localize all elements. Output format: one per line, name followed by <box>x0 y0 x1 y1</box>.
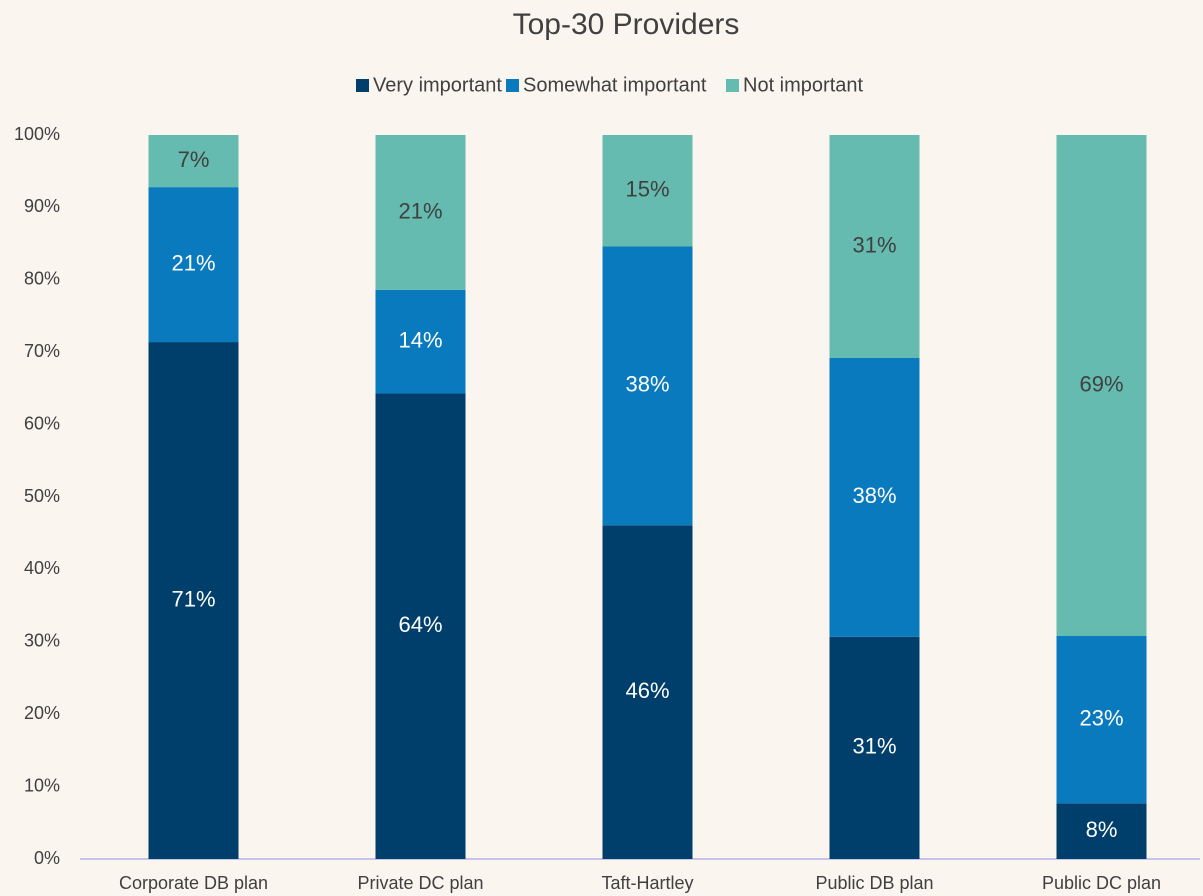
y-tick-label: 20% <box>24 703 60 723</box>
legend-swatch <box>726 79 739 92</box>
legend-label: Not important <box>743 74 863 96</box>
data-label: 69% <box>1079 371 1123 396</box>
bar-segment <box>602 525 693 859</box>
data-label: 64% <box>398 612 442 637</box>
x-tick-label: Public DC plan <box>1042 873 1161 893</box>
bar-segment <box>829 636 920 859</box>
data-label: 71% <box>171 586 215 611</box>
y-tick-label: 70% <box>24 341 60 361</box>
y-tick-label: 10% <box>24 775 60 795</box>
data-label: 38% <box>625 372 669 397</box>
data-label: 46% <box>625 678 669 703</box>
y-tick-label: 40% <box>24 558 60 578</box>
data-label: 21% <box>398 198 442 223</box>
bar-segment <box>1056 636 1147 804</box>
bar-segment <box>375 289 466 394</box>
y-tick-label: 100% <box>14 124 60 144</box>
legend-swatch <box>356 79 369 92</box>
x-tick-label: Private DC plan <box>357 873 483 893</box>
data-label: 31% <box>852 232 896 257</box>
data-label: 38% <box>852 483 896 508</box>
data-label: 31% <box>852 734 896 759</box>
bar-segment <box>602 246 693 526</box>
data-label: 7% <box>178 147 210 172</box>
bar-segment <box>148 342 239 860</box>
y-tick-label: 60% <box>24 413 60 433</box>
bar-segment <box>1056 135 1147 637</box>
bar-segment <box>148 187 239 343</box>
legend-label: Very important <box>373 74 502 96</box>
bar-segment <box>1056 803 1147 859</box>
data-label: 14% <box>398 328 442 353</box>
bar-segment <box>602 135 693 247</box>
legend-swatch <box>506 79 519 92</box>
data-label: 8% <box>1086 817 1118 842</box>
y-tick-label: 90% <box>24 196 60 216</box>
x-tick-label: Corporate DB plan <box>119 873 268 893</box>
bar-segment <box>829 357 920 637</box>
bar-segment <box>375 135 466 290</box>
data-label: 15% <box>625 177 669 202</box>
y-tick-label: 80% <box>24 269 60 289</box>
bar-segment <box>148 135 239 188</box>
legend-label: Somewhat important <box>523 74 707 96</box>
x-tick-label: Public DB plan <box>815 873 933 893</box>
data-label: 23% <box>1079 705 1123 730</box>
x-tick-label: Taft-Hartley <box>601 873 693 893</box>
chart-title: Top-30 Providers <box>513 8 740 41</box>
y-tick-label: 0% <box>34 848 60 868</box>
bar-segment <box>829 135 920 358</box>
bar-segment <box>375 393 466 859</box>
data-label: 21% <box>171 250 215 275</box>
y-tick-label: 50% <box>24 486 60 506</box>
y-tick-label: 30% <box>24 631 60 651</box>
